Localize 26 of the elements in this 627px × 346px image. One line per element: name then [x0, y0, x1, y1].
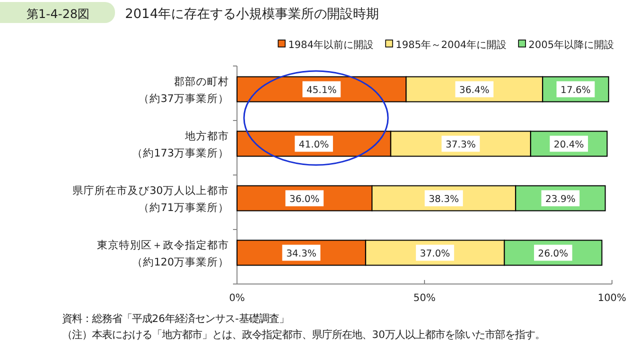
legend-label: 1985年～2004年に開設 [396, 39, 507, 51]
y-tick-label: 地方都市（約173万事業所） [132, 129, 229, 160]
y-tick-label: 県庁所在市及び30万人以上都市（約71万事業所） [72, 184, 229, 214]
text: 23.9% [545, 194, 576, 205]
text: 37.3% [446, 139, 476, 150]
text: 38.3% [428, 194, 459, 205]
text: 17.6% [560, 84, 591, 96]
text: 20.4% [554, 139, 584, 150]
legend-label: 2005年以降に開設 [528, 39, 614, 51]
y-tick-label: 東京特別区＋政令指定都市（約120万事業所） [97, 238, 229, 268]
text: 37.0% [420, 248, 450, 260]
text: 36.0% [289, 194, 320, 205]
text: 資料：総務省「平成26年経済センサス‐基礎調査」 [62, 313, 289, 325]
text: （注）本表における「地方都市」とは、政令指定都市、県庁所在地、30万人以上都市を除いた市部を指す。 [62, 329, 546, 341]
chart-title: 2014年に存在する小規模事業所の開設時期 [125, 7, 380, 22]
text: 36.4% [459, 84, 490, 96]
text: 45.1% [306, 84, 337, 96]
y-tick-label: 郡部の町村（約37万事業所） [138, 74, 229, 105]
text: 41.0% [298, 139, 329, 150]
x-tick-label: 50% [413, 293, 436, 304]
legend-label: 1984年以前に開設 [288, 39, 374, 51]
text: 第1-4-28図 [26, 7, 90, 21]
x-tick-label: 100% [598, 293, 626, 304]
x-tick-label: 0% [229, 293, 245, 304]
text: 26.0% [538, 248, 568, 260]
text: 34.3% [286, 248, 316, 260]
